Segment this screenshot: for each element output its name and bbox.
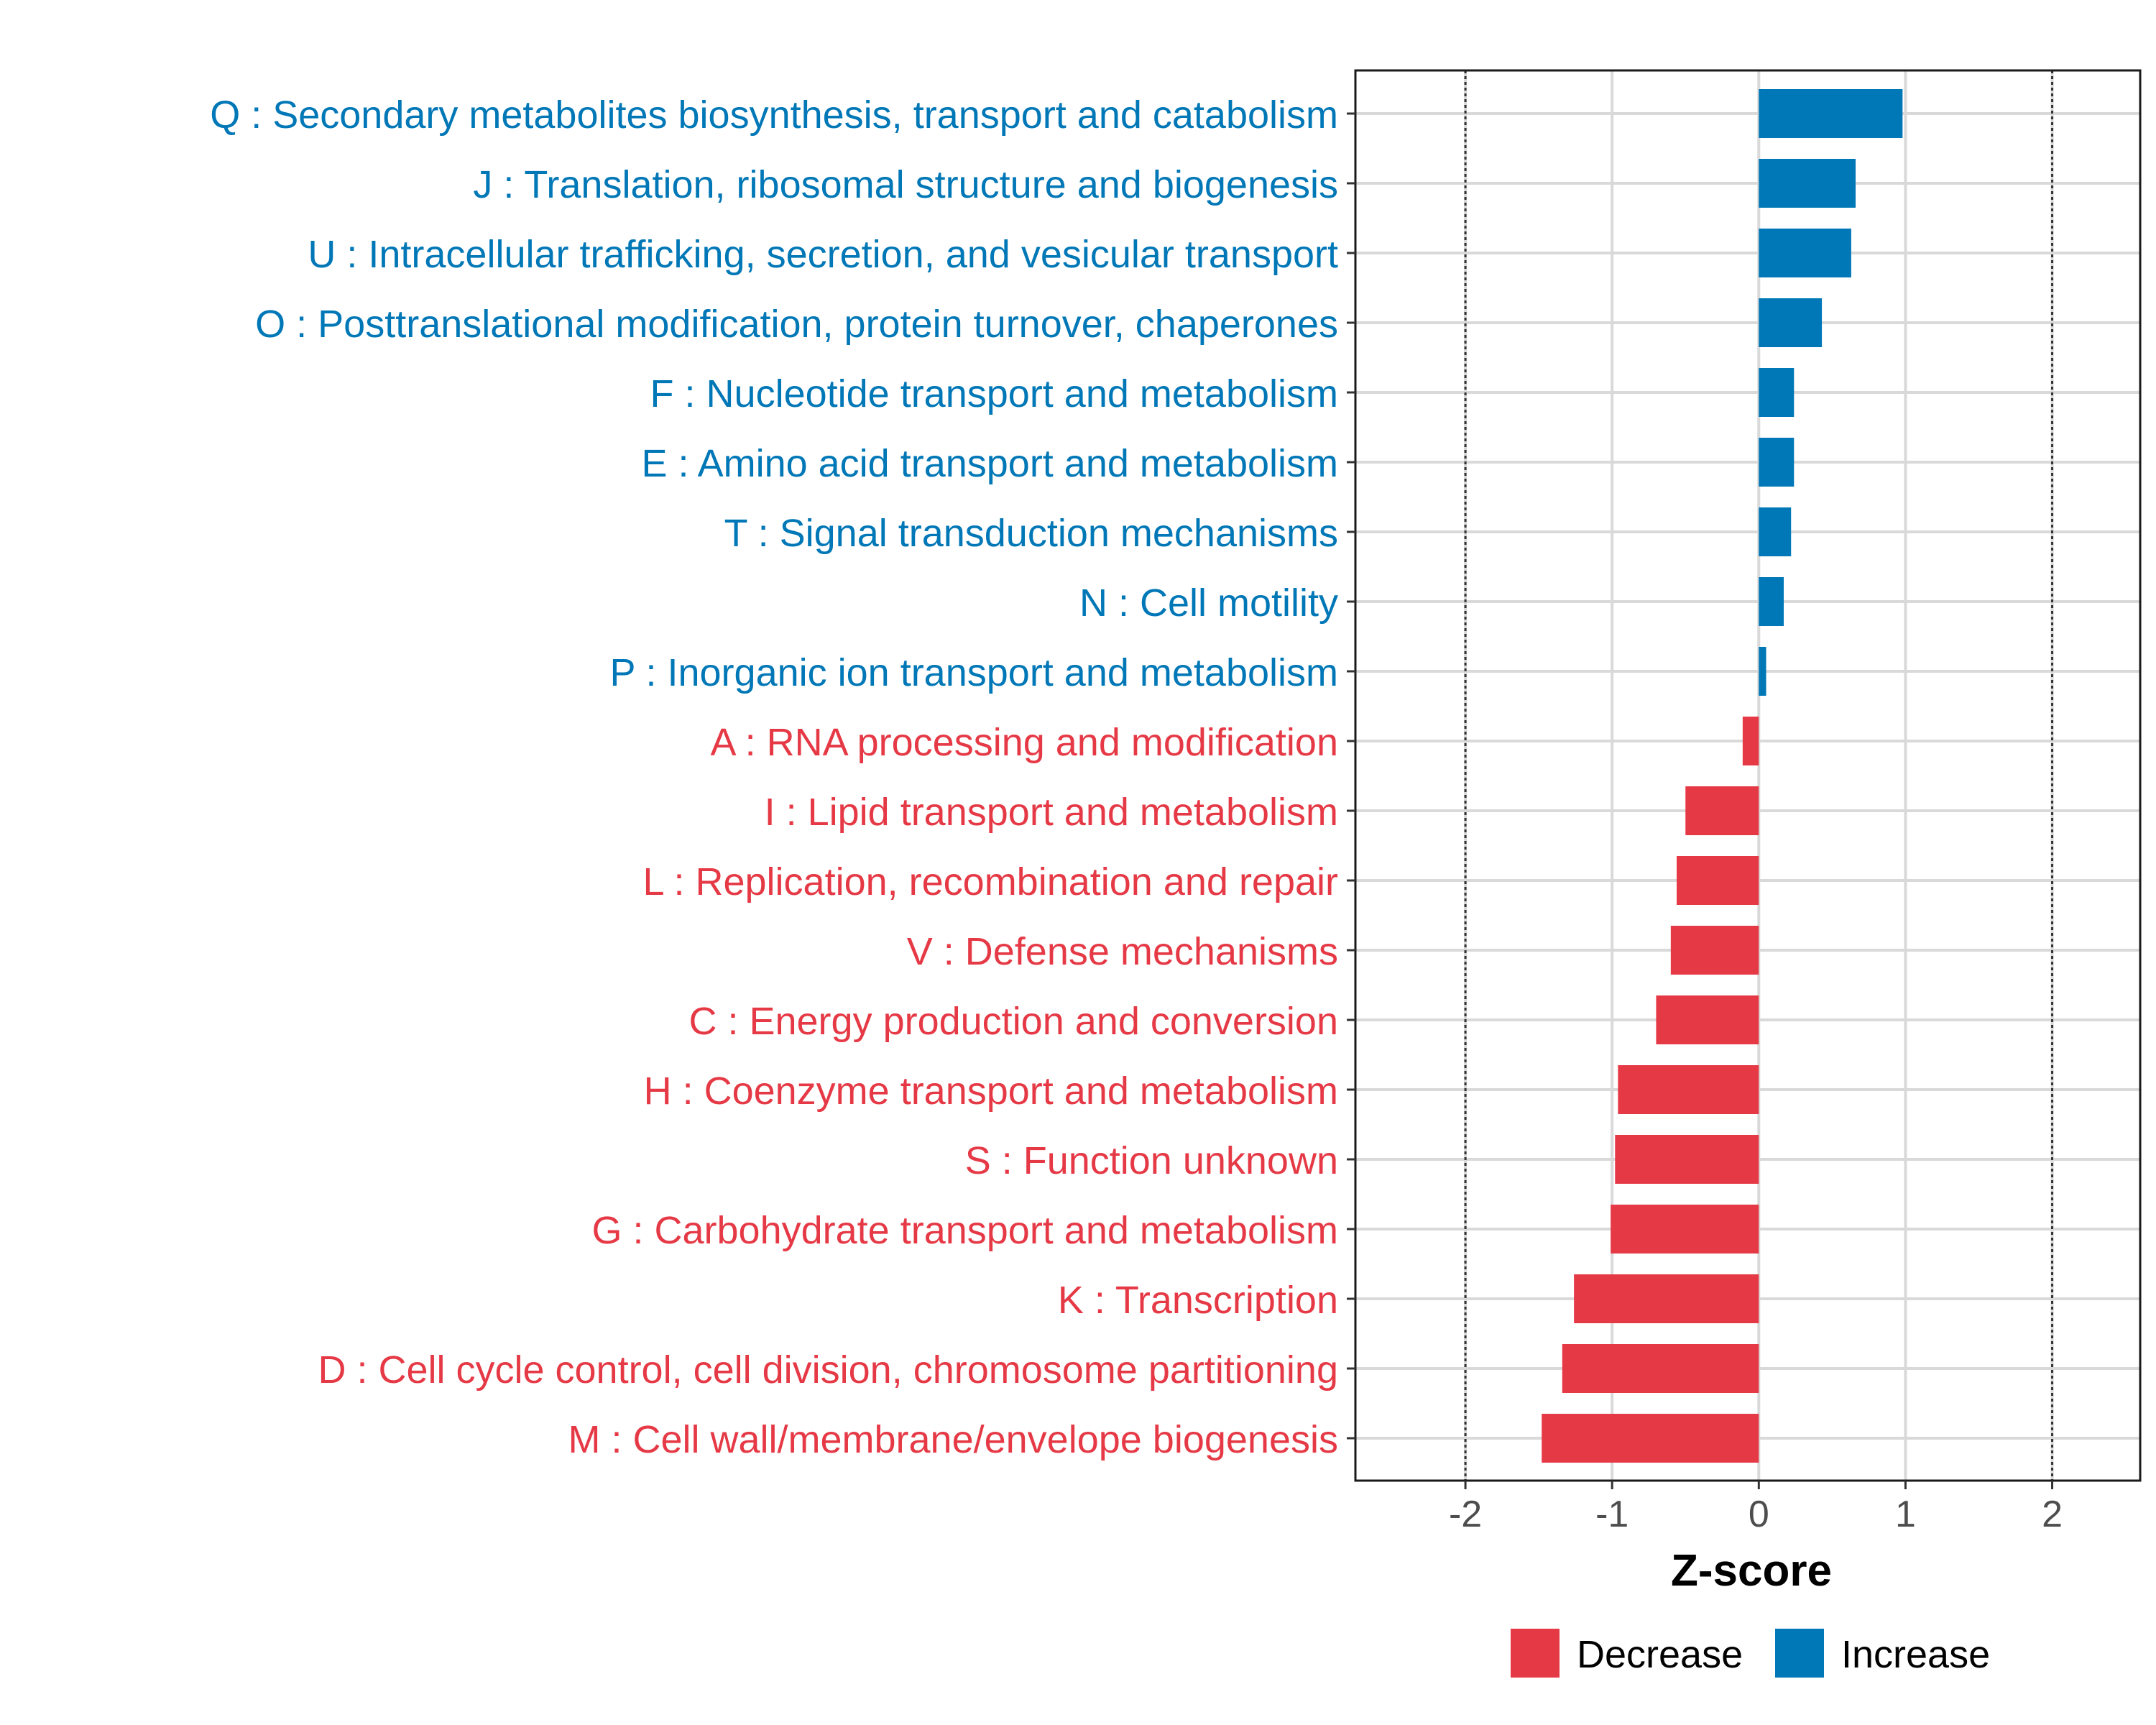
bar: [1759, 368, 1795, 417]
bar: [1611, 1205, 1759, 1254]
bar: [1574, 1274, 1759, 1323]
category-label: E : Amino acid transport and metabolism: [642, 442, 1338, 485]
bar: [1656, 995, 1759, 1044]
bars: [1542, 89, 1903, 1463]
plot-area: [1355, 70, 2140, 1481]
bar: [1759, 298, 1823, 347]
bar: [1615, 1135, 1759, 1184]
legend-swatch: [1775, 1629, 1824, 1678]
category-label: A : RNA processing and modification: [711, 721, 1338, 764]
category-label: L : Replication, recombination and repai…: [642, 860, 1338, 903]
legend: Decrease Increase: [1511, 1629, 1990, 1678]
category-label: H : Coenzyme transport and metabolism: [644, 1070, 1338, 1113]
category-label: I : Lipid transport and metabolism: [765, 791, 1338, 834]
x-tick-label: 2: [2042, 1494, 2063, 1535]
category-label: J : Translation, ribosomal structure and…: [473, 163, 1338, 206]
category-label: P : Inorganic ion transport and metaboli…: [609, 651, 1338, 694]
bar: [1618, 1065, 1759, 1114]
category-label: F : Nucleotide transport and metabolism: [650, 372, 1338, 415]
bar: [1759, 89, 1903, 138]
legend-swatch: [1511, 1629, 1560, 1678]
bar: [1742, 717, 1759, 765]
category-label: N : Cell motility: [1079, 581, 1338, 625]
bar: [1759, 159, 1856, 208]
y-axis-ticks: [1347, 112, 1355, 1440]
bar: [1759, 507, 1792, 556]
legend-label: Increase: [1841, 1633, 1990, 1676]
bar: [1759, 438, 1795, 487]
bar: [1677, 856, 1759, 905]
legend-label: Decrease: [1577, 1633, 1743, 1676]
category-label: G : Carbohydrate transport and metabolis…: [592, 1209, 1339, 1252]
x-tick-label: -2: [1449, 1494, 1482, 1535]
x-tick-label: -1: [1595, 1494, 1628, 1535]
category-label: S : Function unknown: [965, 1139, 1338, 1182]
category-label: O : Posttranslational modification, prot…: [255, 303, 1338, 346]
category-label: V : Defense mechanisms: [907, 930, 1338, 973]
x-tick-label: 0: [1749, 1494, 1769, 1535]
bar: [1685, 786, 1759, 835]
category-label: C : Energy production and conversion: [688, 1000, 1338, 1043]
category-label: M : Cell wall/membrane/envelope biogenes…: [568, 1418, 1338, 1461]
x-axis-ticks: -2 -1 0 1 2: [1449, 1481, 2063, 1535]
plot-border: [1354, 69, 2142, 1482]
y-axis-labels: Q : Secondary metabolites biosynthesis, …: [210, 93, 1338, 1461]
category-label: T : Signal transduction mechanisms: [724, 512, 1338, 555]
bar: [1759, 647, 1766, 696]
bar: [1670, 926, 1759, 975]
category-label: D : Cell cycle control, cell division, c…: [318, 1348, 1338, 1392]
bar: [1759, 577, 1784, 626]
category-label: Q : Secondary metabolites biosynthesis, …: [210, 93, 1338, 137]
category-label: U : Intracellular trafficking, secretion…: [308, 233, 1338, 276]
x-axis-title: Z-score: [1671, 1546, 1832, 1596]
bar: [1542, 1414, 1759, 1463]
bar: [1562, 1344, 1759, 1393]
bar: [1759, 229, 1851, 277]
x-tick-label: 1: [1895, 1494, 1916, 1535]
category-label: K : Transcription: [1058, 1279, 1338, 1322]
